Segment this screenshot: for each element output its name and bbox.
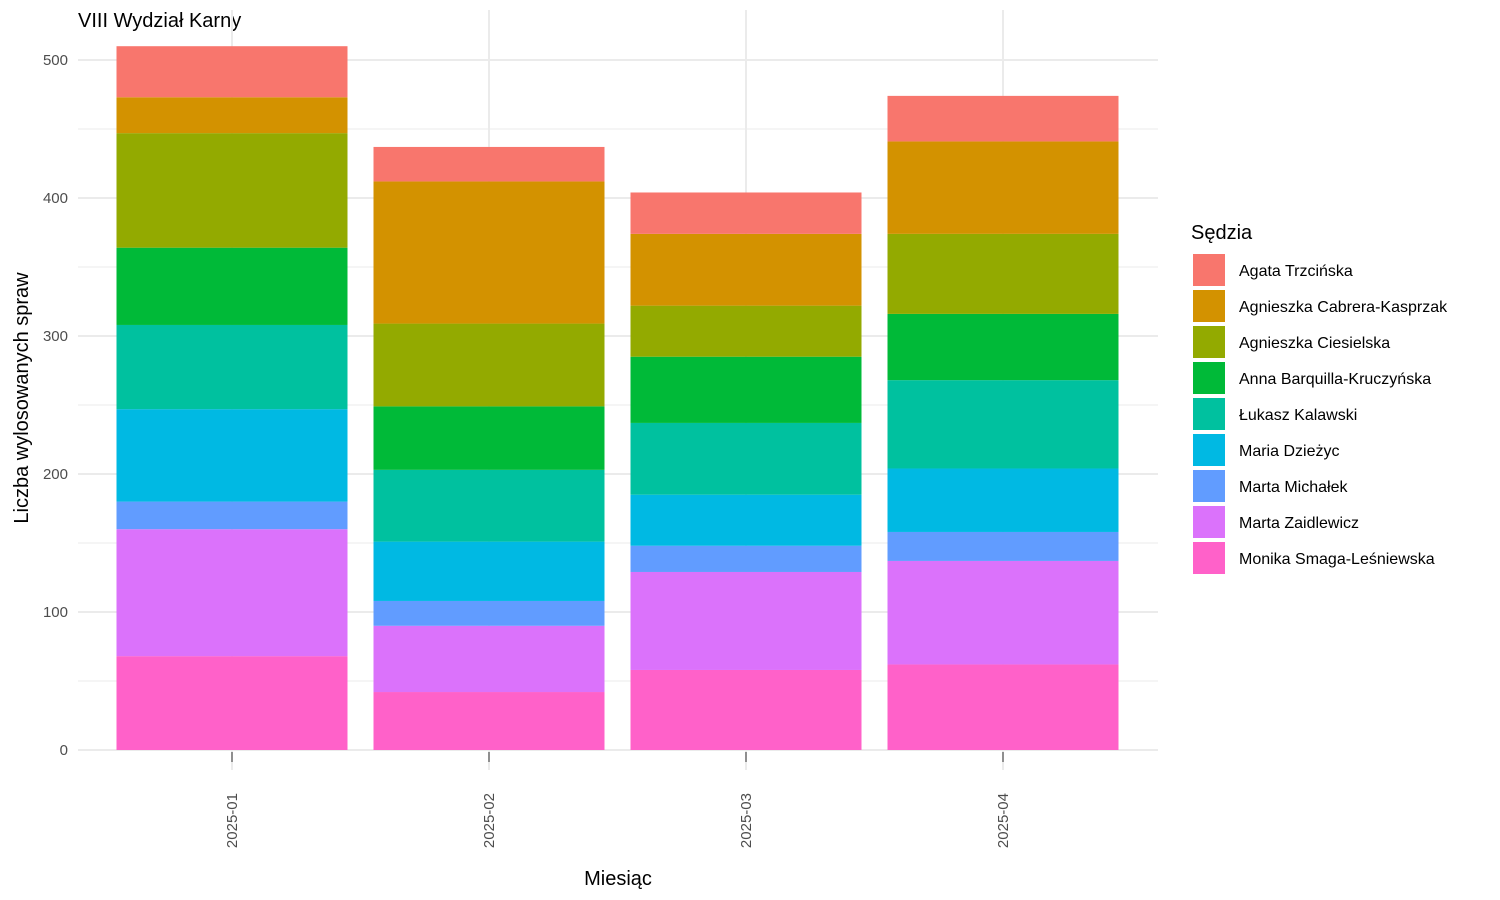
legend-label: Agnieszka Cabrera-Kasprzak bbox=[1239, 299, 1448, 316]
legend-items: Agata Trzcińska Agnieszka Cabrera-Kasprza… bbox=[1193, 254, 1448, 574]
y-axis-title: Liczba wylosowanych spraw bbox=[11, 272, 33, 524]
bar-segment bbox=[630, 305, 862, 357]
legend-swatch bbox=[1193, 362, 1225, 394]
bar-segment bbox=[116, 247, 348, 325]
legend-swatch bbox=[1193, 290, 1225, 322]
bar-segment bbox=[116, 324, 348, 410]
y-tick-label: 400 bbox=[43, 190, 68, 207]
y-tick-label: 100 bbox=[43, 604, 68, 621]
bar-segment bbox=[887, 560, 1119, 665]
bar-segment bbox=[373, 692, 605, 750]
bar-segment bbox=[630, 669, 862, 750]
legend-label: Anna Barquilla-Kruczyńska bbox=[1239, 371, 1431, 388]
bar-segment bbox=[116, 656, 348, 750]
bar-segment bbox=[116, 409, 348, 502]
x-tick-label: 2025-03 bbox=[738, 793, 755, 848]
bar-segment bbox=[630, 422, 862, 495]
bar-segment bbox=[373, 600, 605, 626]
legend: Sędzia Agata Trzcińska Agnieszka Cabrera-… bbox=[1191, 222, 1448, 574]
legend-swatch bbox=[1193, 434, 1225, 466]
legend-label: Agata Trzcińska bbox=[1239, 263, 1353, 280]
legend-label: Marta Zaidlewicz bbox=[1239, 515, 1359, 532]
bar-segment bbox=[630, 571, 862, 670]
bar-segment bbox=[630, 494, 862, 546]
bar-segment bbox=[373, 181, 605, 324]
legend-swatch bbox=[1193, 326, 1225, 358]
bar-segment bbox=[887, 95, 1119, 142]
bar-segment bbox=[630, 192, 862, 234]
legend-swatch bbox=[1193, 254, 1225, 286]
x-tick-label: 2025-02 bbox=[481, 793, 498, 848]
legend-title: Sędzia bbox=[1191, 222, 1253, 244]
y-tick-label: 200 bbox=[43, 466, 68, 483]
bar-segment bbox=[887, 233, 1119, 314]
bar-segment bbox=[116, 529, 348, 657]
x-tick-label: 2025-04 bbox=[995, 793, 1012, 848]
bar-segment bbox=[630, 356, 862, 423]
bar-segment bbox=[373, 469, 605, 542]
legend-swatch bbox=[1193, 398, 1225, 430]
x-axis-title: Miesiąc bbox=[584, 868, 652, 890]
legend-swatch bbox=[1193, 470, 1225, 502]
chart-title: VIII Wydział Karny bbox=[78, 10, 241, 32]
legend-swatch bbox=[1193, 542, 1225, 574]
legend-label: Agnieszka Ciesielska bbox=[1239, 335, 1390, 352]
legend-label: Łukasz Kalawski bbox=[1239, 407, 1357, 424]
legend-label: Monika Smaga-Leśniewska bbox=[1239, 551, 1435, 568]
legend-label: Marta Michałek bbox=[1239, 479, 1348, 496]
bar-segment bbox=[373, 541, 605, 601]
bar-segment bbox=[630, 545, 862, 572]
bar-segment bbox=[887, 313, 1119, 381]
y-tick-label: 0 bbox=[60, 742, 68, 759]
bars bbox=[116, 46, 1119, 750]
bar-segment bbox=[887, 380, 1119, 469]
bar-segment bbox=[373, 406, 605, 470]
bar-segment bbox=[116, 97, 348, 134]
legend-swatch bbox=[1193, 506, 1225, 538]
bar-segment bbox=[887, 531, 1119, 561]
y-tick-label: 500 bbox=[43, 52, 68, 69]
x-tick-label: 2025-01 bbox=[224, 793, 241, 848]
bar-segment bbox=[373, 323, 605, 407]
legend-label: Maria Dzieżyc bbox=[1239, 443, 1339, 460]
bar-segment bbox=[116, 46, 348, 98]
bar-segment bbox=[630, 233, 862, 306]
x-axis-ticks: 2025-01 2025-02 2025-03 2025-04 bbox=[224, 752, 1012, 848]
bar-segment bbox=[116, 501, 348, 530]
bar-segment bbox=[116, 133, 348, 248]
y-axis-ticks: 0 100 200 300 400 500 bbox=[43, 52, 68, 759]
bar-segment bbox=[373, 625, 605, 693]
bar-segment bbox=[373, 146, 605, 182]
y-tick-label: 300 bbox=[43, 328, 68, 345]
bar-segment bbox=[887, 468, 1119, 532]
bar-segment bbox=[887, 664, 1119, 750]
bar-segment bbox=[887, 141, 1119, 234]
